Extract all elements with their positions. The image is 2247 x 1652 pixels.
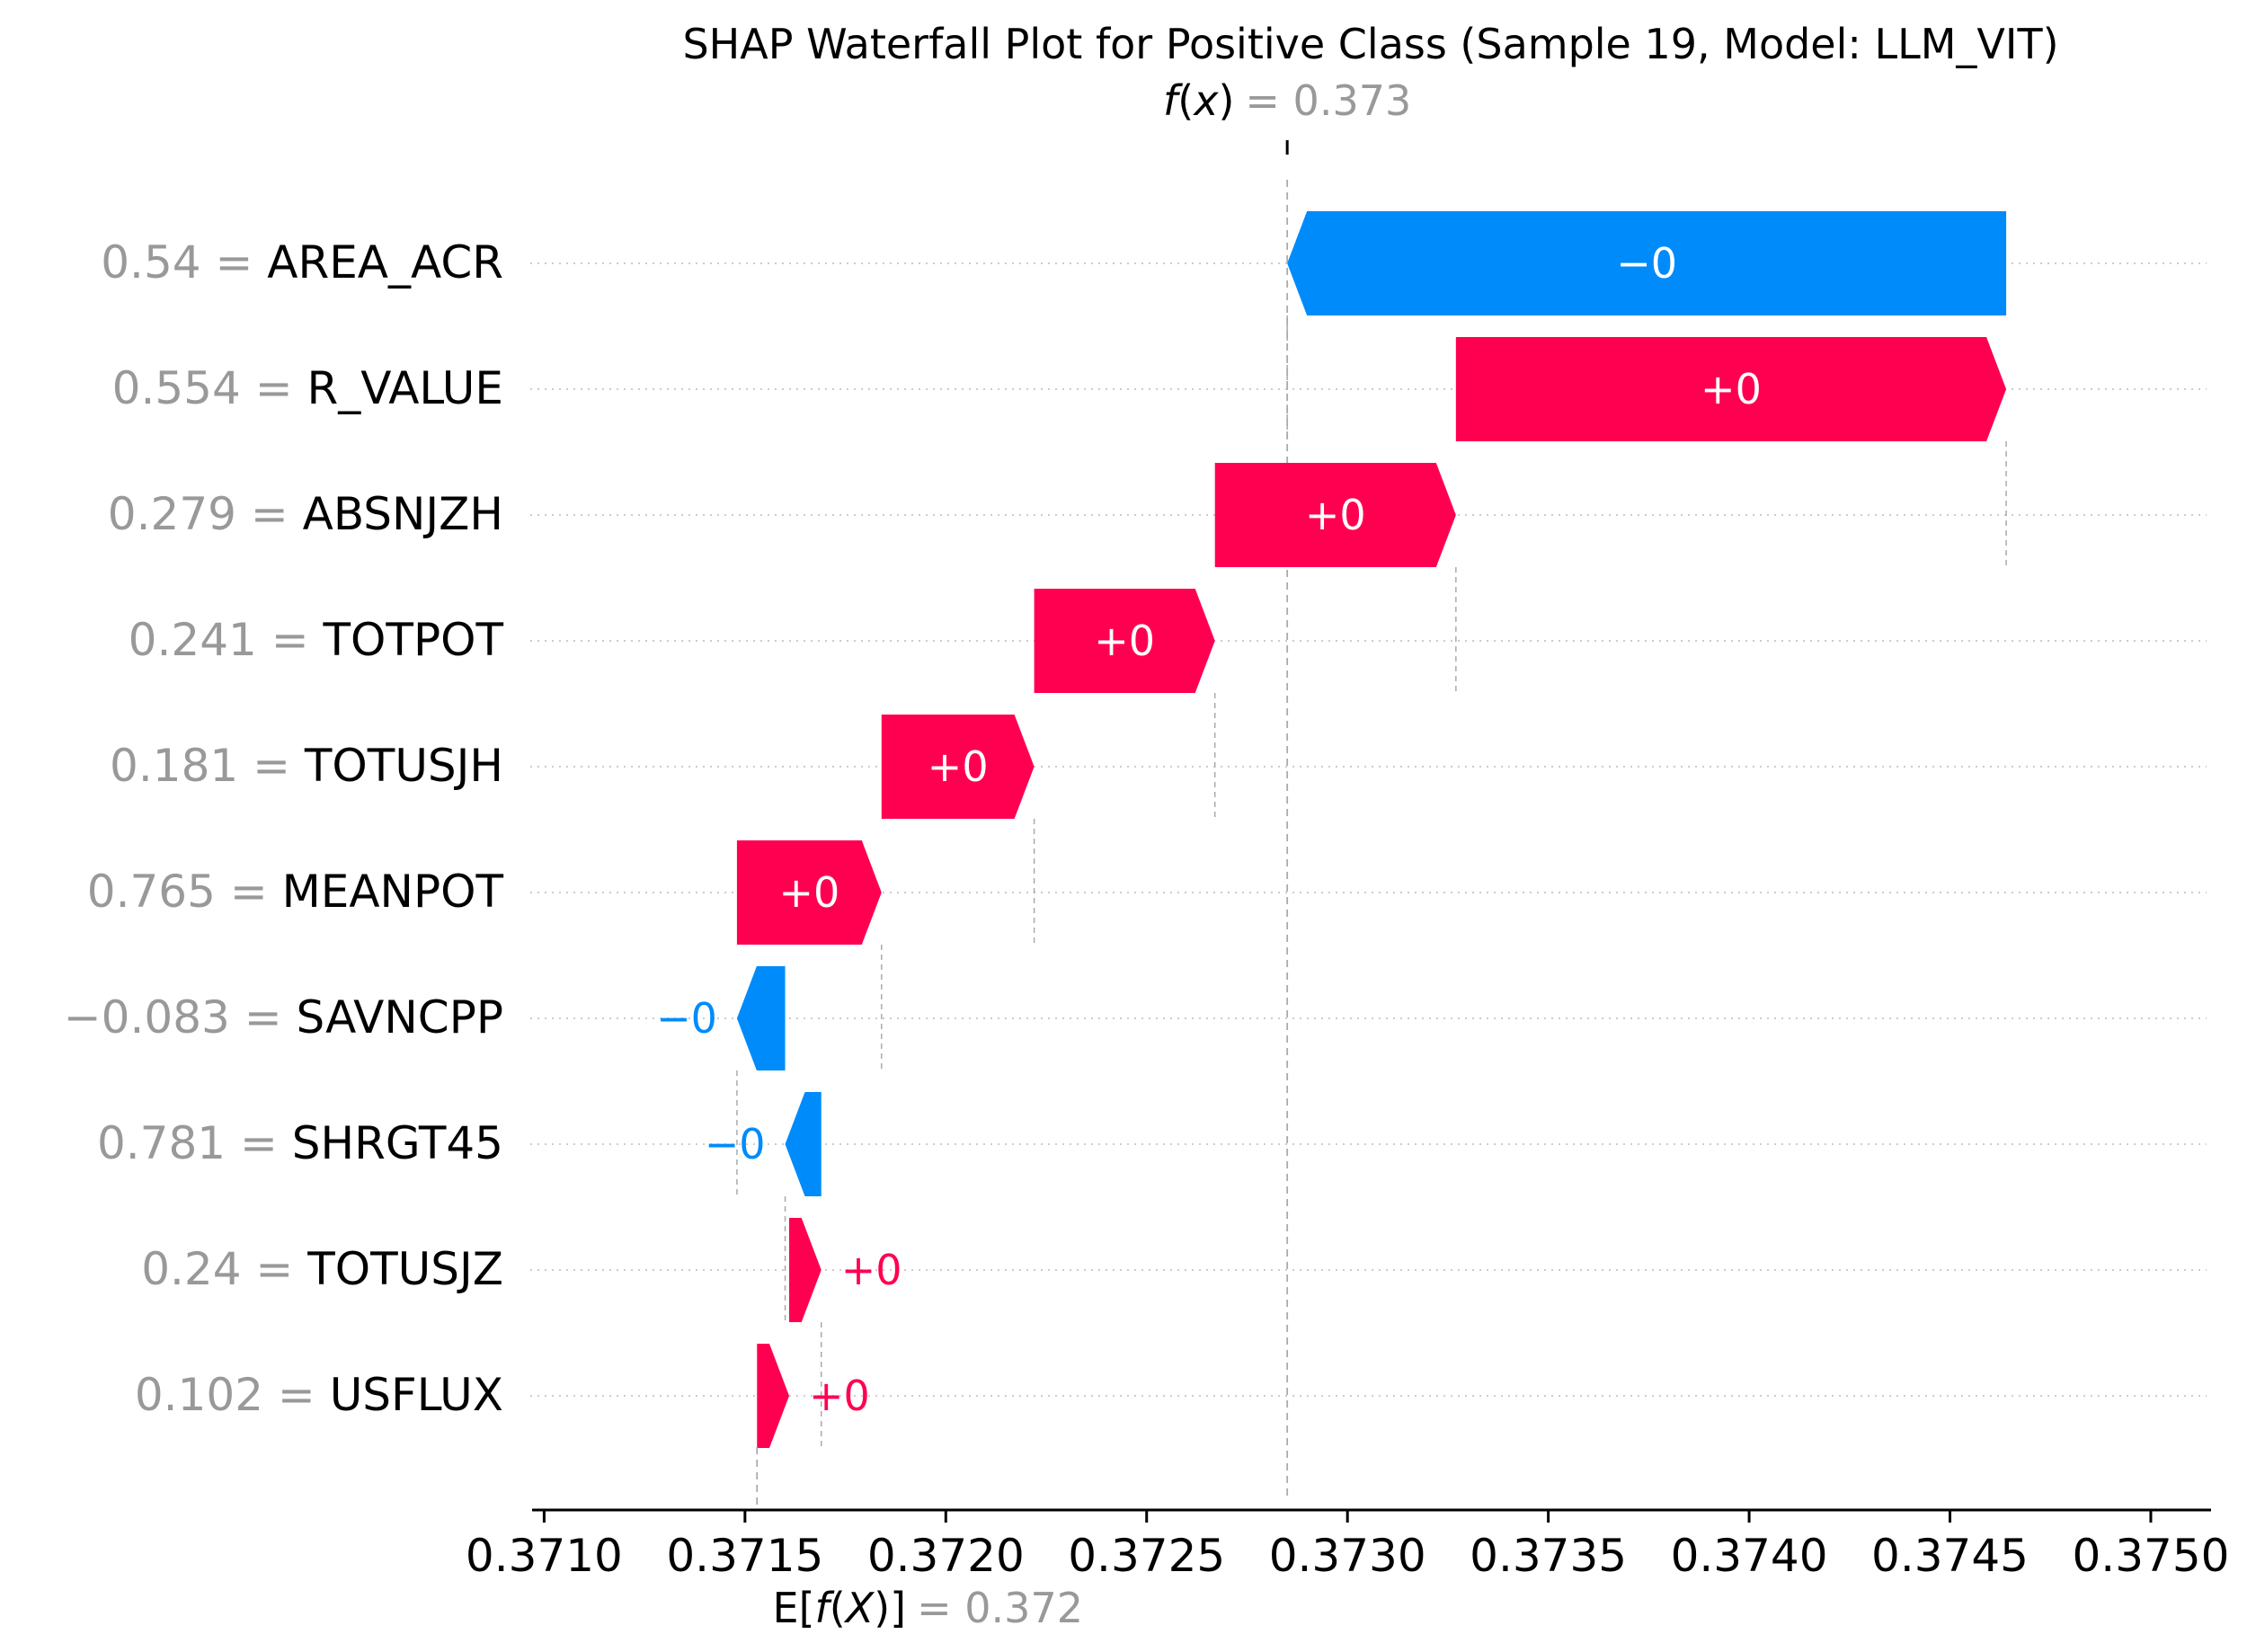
bar-shrgt45	[785, 1092, 822, 1196]
bar-usflux	[757, 1344, 790, 1448]
x-tick-label: 0.3715	[666, 1530, 823, 1582]
feature-label: 0.554 = R_VALUE	[112, 362, 503, 414]
feature-name: SAVNCPP	[297, 991, 504, 1044]
bar-value-label: −0	[1616, 239, 1677, 288]
bar-value-label: −0	[705, 1120, 766, 1168]
fx-marker: f(x) = 0.373	[1163, 76, 1411, 1497]
x-tick-label: 0.3745	[1871, 1530, 2029, 1582]
x-axis-ticks: 0.3710 0.3715 0.3720 0.3725 0.3730 0.3735 0.37…	[466, 1510, 2229, 1582]
fx-paren-close: )	[1218, 76, 1234, 125]
base-value: = 0.372	[917, 1584, 1083, 1632]
x-tick-label: 0.3725	[1068, 1530, 1225, 1582]
feature-name: MEANPOT	[282, 866, 504, 918]
bar-value-label: +0	[1094, 617, 1155, 665]
feature-value: 0.554 =	[112, 362, 307, 414]
feature-value: 0.241 =	[129, 614, 324, 666]
bar-area-acr	[1287, 211, 2007, 315]
base-marker: E[f(X)] = 0.372	[756, 1447, 1083, 1632]
base-paren-open: (	[830, 1584, 846, 1632]
feature-value: −0.083 =	[64, 991, 297, 1044]
feature-value: 0.765 =	[87, 866, 282, 918]
base-bracket-close: ]	[890, 1584, 906, 1632]
bar-r-value	[1455, 337, 2007, 441]
bar-totpot	[1034, 589, 1215, 693]
base-paren-close: )	[874, 1584, 890, 1632]
feature-value: 0.781 =	[97, 1117, 292, 1169]
feature-label: 0.279 = ABSNJZH	[108, 488, 503, 540]
feature-name: TOTUSJZ	[306, 1243, 503, 1295]
x-axis: 0.3710 0.3715 0.3720 0.3725 0.3730 0.3735 0.37…	[466, 1508, 2229, 1582]
bar-value-label: +0	[928, 742, 989, 791]
feature-name: AREA_ACR	[267, 236, 503, 289]
bar-value-label: +0	[778, 868, 839, 917]
x-tick-label: 0.3740	[1671, 1530, 1828, 1582]
fx-label: f(x) = 0.373	[1163, 76, 1411, 125]
fx-paren-open: (	[1177, 76, 1194, 125]
base-expect: E[	[773, 1584, 815, 1632]
chart-title: SHAP Waterfall Plot for Positive Class (…	[682, 20, 2058, 68]
feature-name: SHRGT45	[292, 1117, 503, 1169]
bar-value-label: +0	[841, 1246, 902, 1294]
x-tick-label: 0.3720	[867, 1530, 1025, 1582]
x-tick-label: 0.3710	[466, 1530, 623, 1582]
bar-absnjzh	[1214, 463, 1456, 567]
bar-value-label: +0	[1305, 491, 1366, 539]
feature-labels: 0.54 = AREA_ACR 0.554 = R_VALUE 0.279 = AB…	[64, 236, 504, 1421]
fx-var: x	[1192, 76, 1219, 125]
bar-meanpot	[736, 840, 882, 945]
fx-value: = 0.373	[1245, 76, 1411, 125]
feature-label: 0.241 = TOTPOT	[129, 614, 504, 666]
feature-value: 0.181 =	[110, 740, 305, 792]
feature-name: R_VALUE	[306, 362, 503, 414]
feature-name: ABSNJZH	[303, 488, 503, 540]
feature-label: 0.54 = AREA_ACR	[101, 236, 503, 289]
bar-value-label: +0	[809, 1372, 870, 1420]
feature-label: 0.24 = TOTUSJZ	[141, 1243, 503, 1295]
feature-value: 0.24 =	[141, 1243, 307, 1295]
bar-totusjz	[789, 1218, 822, 1322]
feature-value: 0.279 =	[108, 488, 303, 540]
feature-label: −0.083 = SAVNCPP	[64, 991, 503, 1044]
feature-name: USFLUX	[330, 1369, 503, 1421]
feature-label: 0.181 = TOTUSJH	[110, 740, 503, 792]
feature-name: TOTPOT	[323, 614, 504, 666]
x-tick-label: 0.3735	[1470, 1530, 1627, 1582]
feature-value: 0.102 =	[135, 1369, 330, 1421]
x-tick-label: 0.3750	[2072, 1530, 2229, 1582]
bar-savncpp	[736, 966, 786, 1070]
feature-label: 0.102 = USFLUX	[135, 1369, 503, 1421]
x-tick-label: 0.3730	[1269, 1530, 1426, 1582]
feature-name: TOTUSJH	[304, 740, 503, 792]
feature-label: 0.765 = MEANPOT	[87, 866, 504, 918]
feature-value: 0.54 =	[101, 236, 267, 289]
feature-label: 0.781 = SHRGT45	[97, 1117, 503, 1169]
bar-value-label: +0	[1701, 365, 1762, 413]
bar-value-label: −0	[656, 994, 717, 1043]
bars: −0 +0 +0 +0 +0 +0 −0 −0 +0 +0	[656, 211, 2007, 1448]
base-value-label: E[f(X)] = 0.372	[773, 1584, 1083, 1632]
bar-totusjh	[881, 715, 1035, 819]
base-var: X	[844, 1584, 875, 1632]
